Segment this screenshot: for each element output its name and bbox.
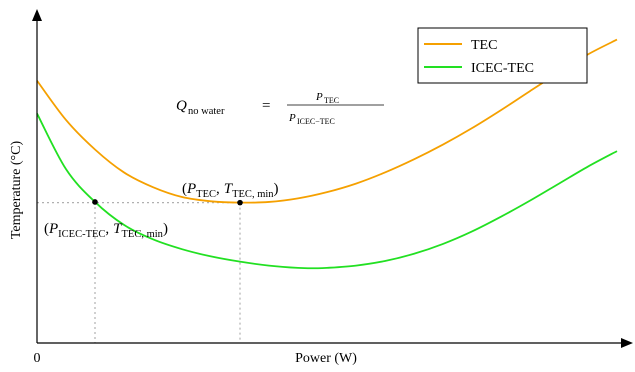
formula-numerator: P <box>315 91 323 103</box>
icec-point-t: T <box>113 221 123 237</box>
formula-lhs: Q <box>176 98 187 114</box>
icec-point-t-sub: TEC, min <box>122 229 164 240</box>
formula-lhs-sub: no water <box>188 106 225 117</box>
x-tick-label-0: 0 <box>34 351 41 366</box>
y-axis-label: Temperature (°C) <box>9 141 24 240</box>
icec-point-p: P <box>48 221 58 237</box>
series-line-icec-tec <box>36 112 618 270</box>
x-axis-label: Power (W) <box>295 351 357 366</box>
tec-min-t-sub: TEC, min <box>232 189 274 200</box>
point-markers <box>92 199 243 206</box>
formula-numerator-sub: TEC <box>324 96 339 105</box>
formula-denominator-sub: ICEC−TEC <box>297 117 335 126</box>
tec-min-point <box>237 199 243 206</box>
tec-min-t: T <box>224 181 234 197</box>
legend-label-tec: TEC <box>471 38 497 53</box>
legend-box <box>417 27 588 84</box>
tec-min-comma: , <box>216 181 220 197</box>
formula-annotation: Q no water = P TEC P ICEC−TEC <box>176 91 384 126</box>
icec-point-comma: , <box>105 221 109 237</box>
tec-min-p: P <box>186 181 196 197</box>
guide-lines <box>37 201 241 343</box>
legend: TEC ICEC-TEC <box>417 27 588 84</box>
formula-equals: = <box>262 98 270 114</box>
icec-point-close: ) <box>163 221 168 237</box>
tec-min-open: ( <box>182 181 187 197</box>
formula-denominator: P <box>288 112 296 124</box>
icec-point-label: (PICEC-TEC, TTEC, min) <box>44 221 168 240</box>
icec-point <box>92 199 98 205</box>
tec-min-p-sub: TEC <box>196 189 216 200</box>
tec-min-label: (PTEC, TTEC, min) <box>182 181 279 200</box>
tec-min-close: ) <box>274 181 279 197</box>
icec-point-open: ( <box>44 221 49 237</box>
legend-label-icec-tec: ICEC-TEC <box>471 61 534 76</box>
series-line-tec <box>36 38 618 204</box>
series-layer <box>36 38 618 270</box>
icec-point-p-sub: ICEC-TEC <box>58 229 105 240</box>
